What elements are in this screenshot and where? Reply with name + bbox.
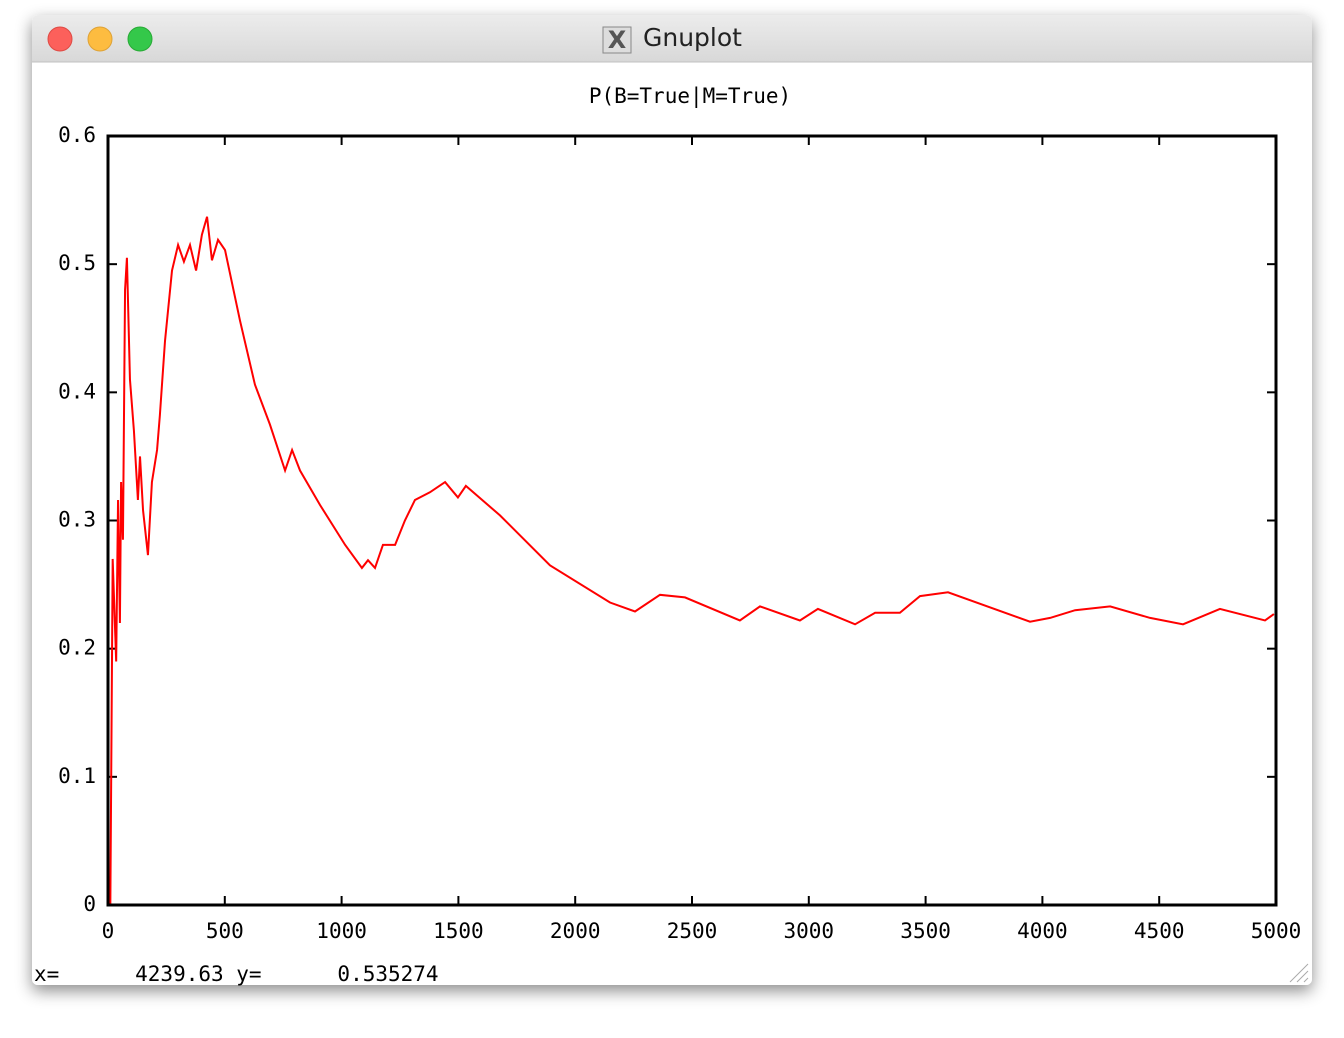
plot-frame [106, 134, 1278, 907]
x-tick-label: 500 [206, 919, 244, 943]
status-bar: x= 4239.63 y= 0.535274 [34, 962, 439, 986]
x11-icon: X [602, 26, 632, 54]
svg-text:X: X [608, 26, 627, 54]
zoom-button[interactable] [127, 26, 153, 52]
data-line [109, 216, 1275, 906]
x-tick-label: 4000 [1017, 919, 1068, 943]
title-bar [32, 15, 1312, 62]
close-button[interactable] [47, 26, 73, 52]
y-tick-label: 0.5 [58, 251, 96, 275]
window [32, 15, 1312, 985]
y-tick-label: 0.3 [58, 508, 96, 532]
window-title: Gnuplot [643, 23, 742, 52]
y-tick-label: 0.2 [58, 636, 96, 660]
y-tick-label: 0.4 [58, 379, 96, 403]
x-tick-label: 1500 [433, 919, 484, 943]
x-tick-label: 2500 [667, 919, 718, 943]
x-tick-label: 2000 [550, 919, 601, 943]
x-tick-label: 4500 [1134, 919, 1185, 943]
y-tick-label: 0.6 [58, 123, 96, 147]
minimize-button[interactable] [87, 26, 113, 52]
x-tick-label: 0 [102, 919, 115, 943]
chart-title: P(B=True|M=True) [589, 84, 791, 109]
x-tick-label: 3500 [900, 919, 951, 943]
x-tick-label: 3000 [784, 919, 835, 943]
resize-grip[interactable] [1289, 963, 1309, 983]
y-tick-label: 0.1 [58, 764, 96, 788]
x-tick-label: 5000 [1251, 919, 1302, 943]
y-tick-label: 0 [83, 892, 96, 916]
x-tick-label: 1000 [316, 919, 367, 943]
